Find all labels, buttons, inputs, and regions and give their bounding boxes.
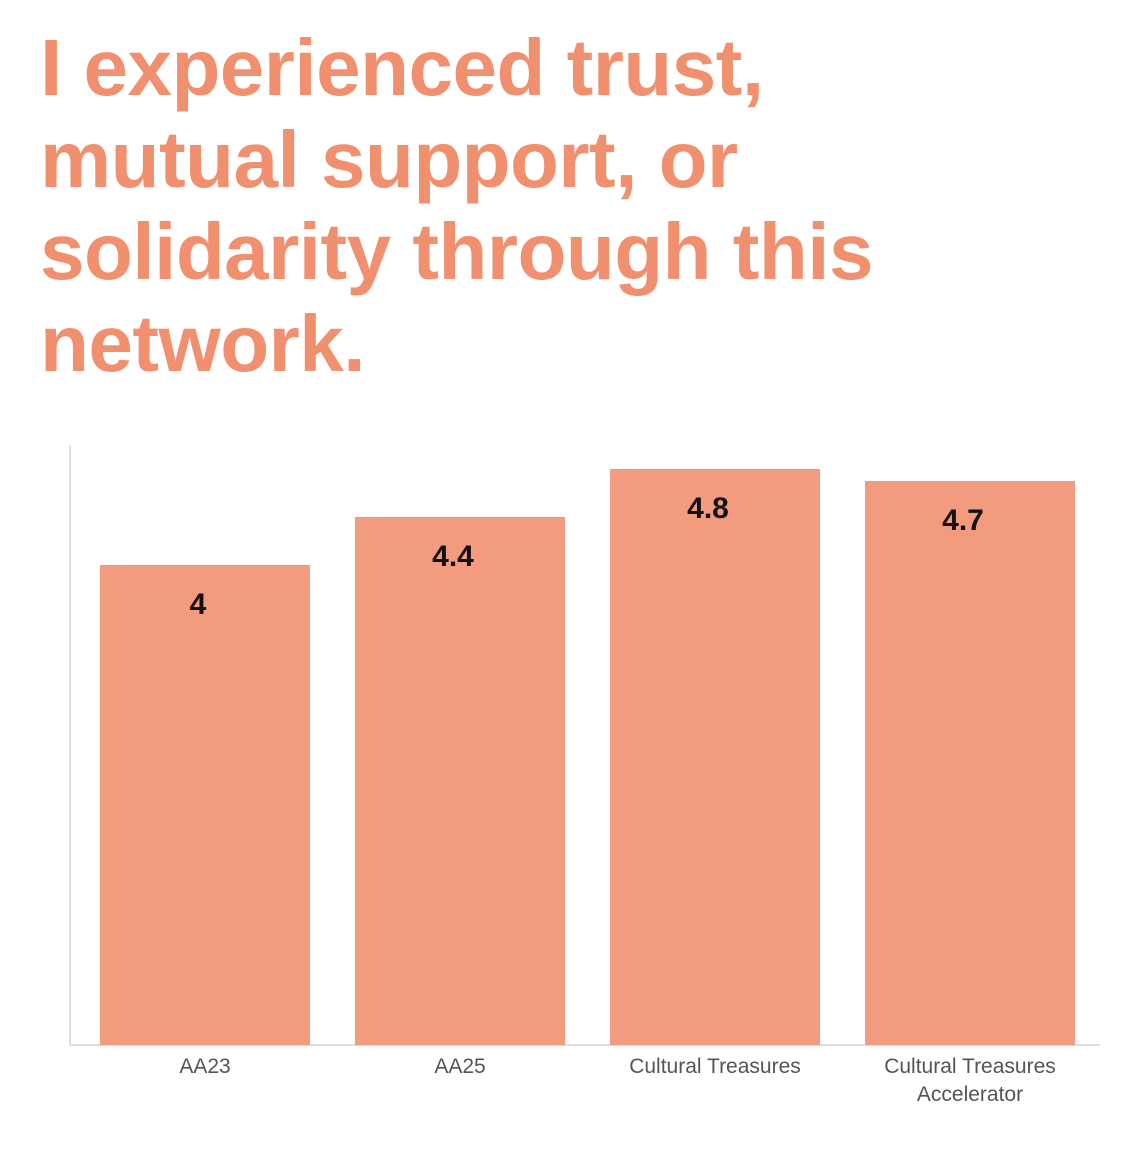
bar — [610, 469, 820, 1045]
data-label: 4.4 — [432, 540, 474, 573]
x-tick-label: Cultural Treasures — [629, 1055, 801, 1078]
x-tick-label: Cultural Treasures Accelerator — [884, 1055, 1056, 1106]
x-tick-label-box: AA23 — [179, 1055, 231, 1078]
x-tick-label: AA23 — [179, 1055, 231, 1078]
data-label: 4 — [190, 588, 207, 621]
x-tick-label-box: Cultural Treasures — [629, 1055, 801, 1078]
bar — [355, 517, 565, 1045]
chart-title: I experienced trust, mutual support, or … — [40, 23, 873, 388]
data-label: 4.7 — [942, 504, 984, 537]
x-tick-label-box: AA25 — [434, 1055, 486, 1078]
x-tick-label: AA25 — [434, 1055, 486, 1078]
bar — [100, 565, 310, 1045]
x-tick-label-box: Cultural Treasures Accelerator — [884, 1055, 1056, 1106]
data-label: 4.8 — [687, 492, 729, 525]
bar — [865, 481, 1075, 1045]
